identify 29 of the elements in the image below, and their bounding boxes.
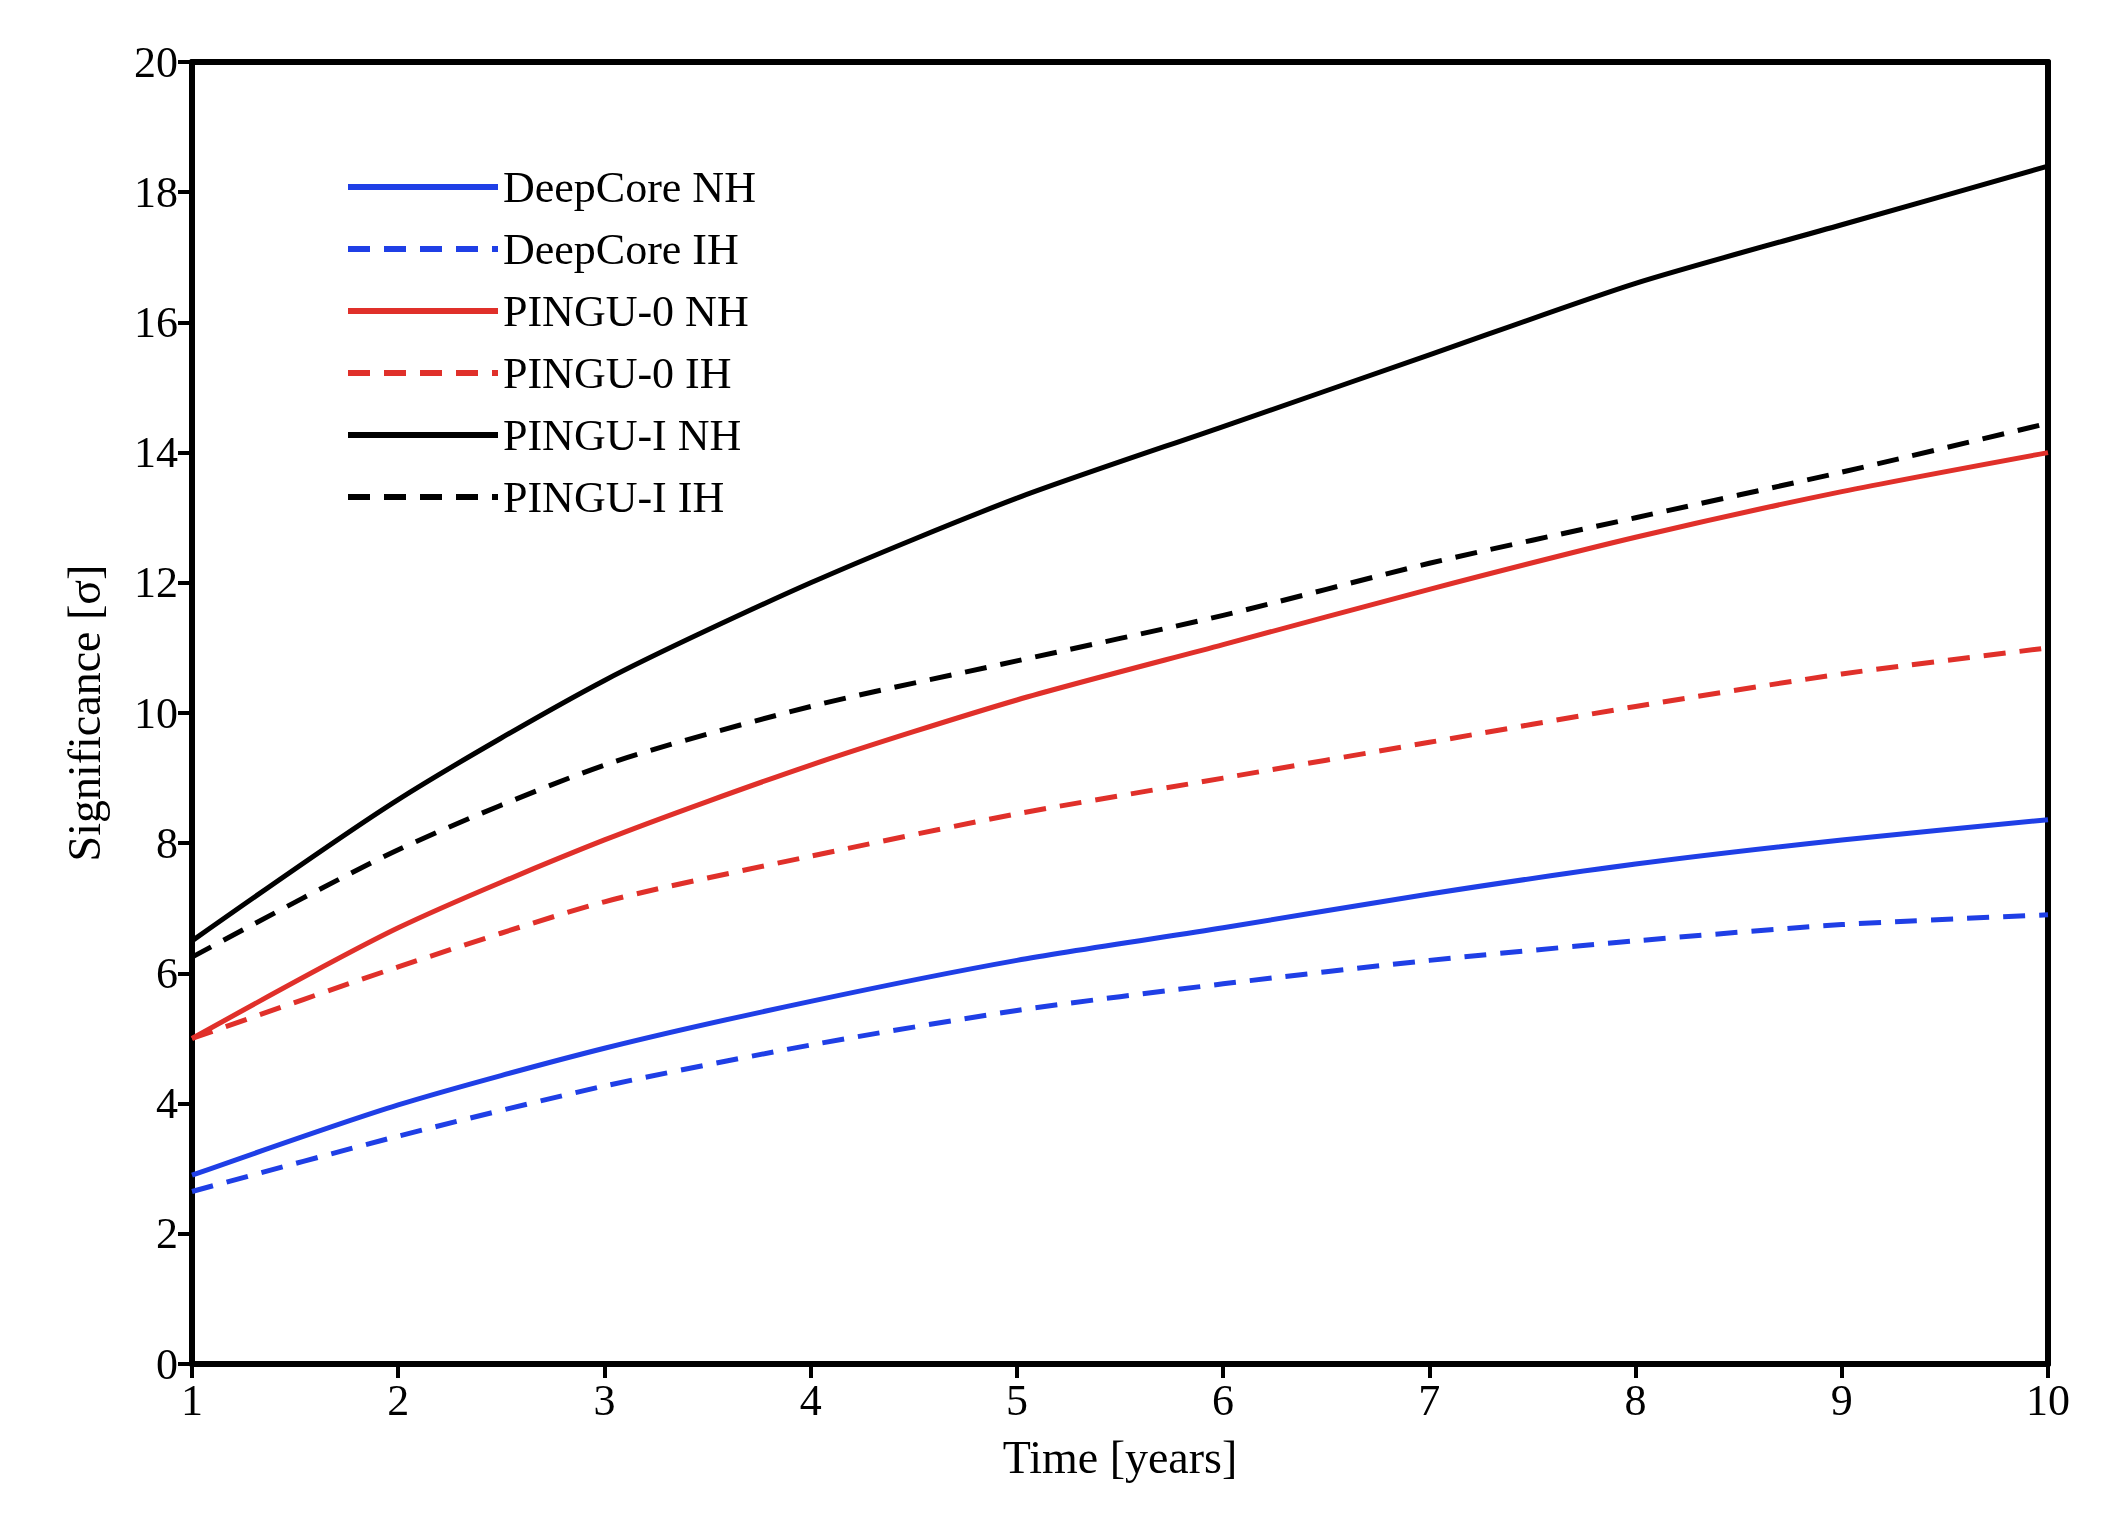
legend-label: DeepCore NH	[503, 162, 756, 212]
x-tick-label: 7	[1418, 1375, 1441, 1425]
y-tick-label: 12	[134, 558, 178, 608]
legend-label: PINGU-I NH	[503, 410, 742, 460]
y-tick-label: 8	[156, 818, 178, 868]
x-tick-label: 4	[799, 1375, 822, 1425]
x-tick-label: 10	[2026, 1375, 2070, 1425]
legend-label: PINGU-0 IH	[503, 348, 732, 398]
y-tick-label: 0	[156, 1339, 178, 1389]
x-axis-title: Time [years]	[1002, 1431, 1238, 1483]
legend-label: PINGU-I IH	[503, 472, 725, 522]
y-tick-label: 4	[156, 1079, 178, 1129]
x-tick-label: 3	[593, 1375, 616, 1425]
x-tick-label: 6	[1212, 1375, 1235, 1425]
y-tick-label: 2	[156, 1209, 178, 1259]
y-axis-title: Significance [σ]	[58, 564, 110, 862]
x-tick-label: 9	[1830, 1375, 1853, 1425]
y-tick-label: 20	[134, 37, 178, 87]
y-tick-label: 16	[134, 297, 178, 347]
y-tick-label: 10	[134, 688, 178, 738]
legend-label: PINGU-0 NH	[503, 286, 749, 336]
x-tick-label: 5	[1005, 1375, 1028, 1425]
y-tick-label: 14	[134, 428, 178, 478]
y-tick-label: 6	[156, 948, 178, 998]
y-tick-label: 18	[134, 167, 178, 217]
x-tick-label: 2	[387, 1375, 410, 1425]
legend-label: DeepCore IH	[503, 224, 739, 274]
x-tick-label: 8	[1624, 1375, 1647, 1425]
x-tick-label: 1	[181, 1375, 203, 1425]
